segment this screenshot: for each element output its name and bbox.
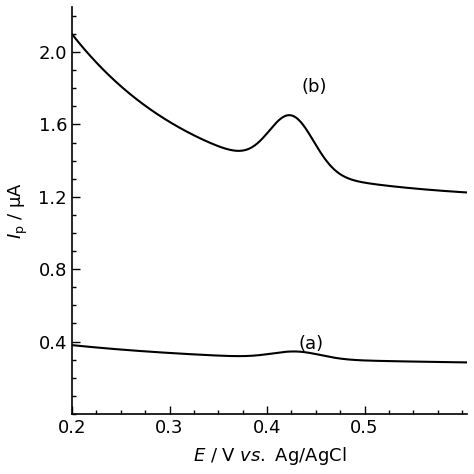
Text: (b): (b) (301, 78, 327, 96)
Y-axis label: $\it{I}_\mathrm{p}$ / μA: $\it{I}_\mathrm{p}$ / μA (7, 182, 30, 239)
Text: (a): (a) (298, 335, 323, 353)
X-axis label: $\it{E}$ / V $\it{vs.}$ Ag/AgCl: $\it{E}$ / V $\it{vs.}$ Ag/AgCl (193, 445, 346, 467)
